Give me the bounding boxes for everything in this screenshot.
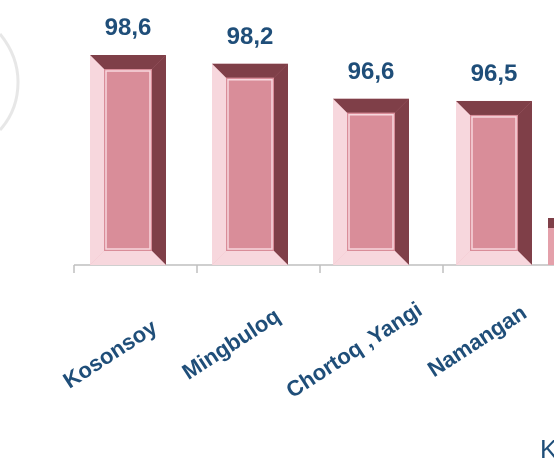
bar-1 xyxy=(90,55,166,265)
x-tick-label-2: Mingbuloq xyxy=(177,303,284,385)
x-tick-label-4: Namangan xyxy=(423,300,531,382)
data-label-1: 98,6 xyxy=(105,14,152,41)
data-label-4: 96,5 xyxy=(471,60,518,87)
bar-3 xyxy=(333,98,409,265)
x-tick-label-1: Kosonsoy xyxy=(59,314,162,393)
bar-4 xyxy=(456,100,532,265)
left-decorative-arc xyxy=(0,33,20,132)
data-label-3: 96,6 xyxy=(348,58,395,85)
bar-2 xyxy=(212,63,288,265)
partial-bar xyxy=(548,218,554,265)
x-tick-label-3: Chortoq ,Yangi xyxy=(282,297,427,403)
partial-text: K xyxy=(540,434,554,464)
data-label-2: 98,2 xyxy=(227,23,274,50)
